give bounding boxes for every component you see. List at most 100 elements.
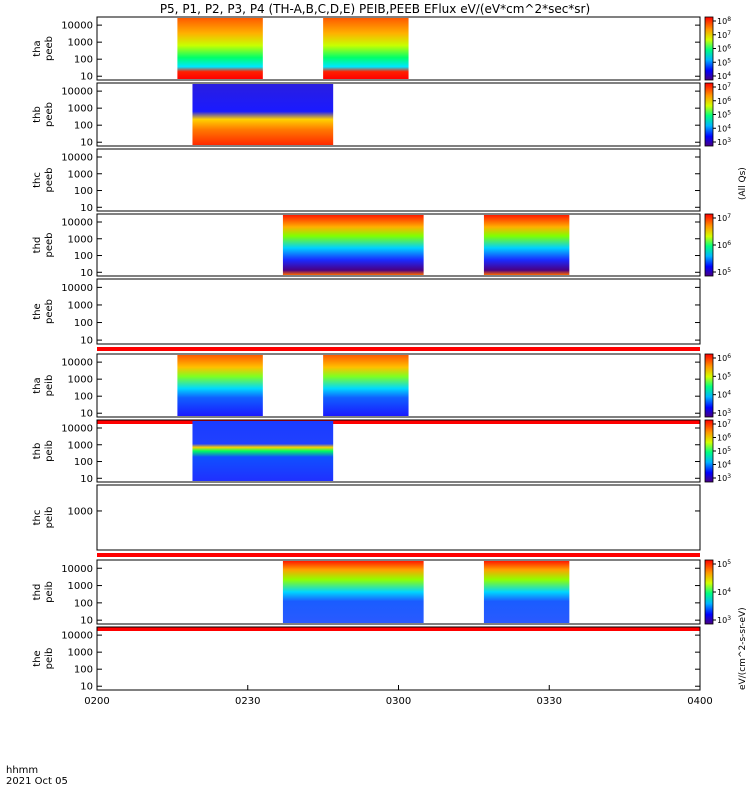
colorbar-quantity-label: (All Qs) [738,167,748,200]
colorbar-tick-label: 107 [717,30,731,40]
y-tick-label: 10000 [61,152,93,163]
colorbar-tick-label: 108 [717,16,731,26]
panel-probe-label: thc [32,510,43,526]
spectrogram-block [192,84,334,145]
spectrogram-block [282,215,424,275]
x-label-date: 2021 Oct 05 [6,776,68,787]
panel-probe-label: thb [32,106,43,123]
colorbar-tick-label: 104 [717,390,731,400]
x-tick-label: 0230 [235,696,260,707]
colorbar-unit-label: eV/(cm^2-s-sr-eV) [738,607,748,690]
spectrogram-block [282,561,424,623]
colorbar-tick-label: 103 [717,137,731,147]
y-tick-label: 10 [80,474,93,485]
y-tick-label: 10000 [61,631,93,642]
y-tick-label: 10 [80,409,93,420]
colorbar-tick-label: 103 [717,408,731,418]
panel-species-label: peeb [44,36,55,61]
y-tick-label: 100 [74,55,93,66]
x-tick-label: 0330 [537,696,562,707]
colorbar-tick-label: 106 [717,353,731,363]
y-tick-label: 100 [74,665,93,676]
data-layer [177,18,570,623]
y-tick-label: 10000 [61,564,93,575]
separator-band [97,347,700,351]
y-tick-label: 100 [74,186,93,197]
panel-probe-label: thd [32,237,43,254]
panel-species-label: peib [44,648,55,670]
panel-species-label: peeb [44,299,55,324]
colorbar-tick-label: 104 [717,587,731,597]
spectrogram-block [483,215,570,275]
y-tick-label: 1000 [68,104,93,115]
x-tick-label: 0400 [687,696,712,707]
panel-probe-label: tha [32,40,43,56]
colorbar-tick-label: 104 [717,71,731,81]
y-tick-label: 10000 [61,283,93,294]
y-tick-label: 1000 [68,169,93,180]
y-tick-label: 10 [80,72,93,83]
panel-species-label: peib [44,440,55,462]
colorbar-tick-label: 107 [717,82,731,92]
y-tick-label: 100 [74,318,93,329]
y-tick-label: 1000 [68,581,93,592]
y-tick-label: 100 [74,251,93,262]
y-tick-label: 1000 [68,234,93,245]
y-tick-label: 10 [80,268,93,279]
y-tick-label: 1000 [68,38,93,49]
y-tick-label: 10 [80,616,93,627]
panel-species-label: peib [44,507,55,529]
colorbar-tick-label: 107 [717,419,731,429]
separator-band [97,420,700,424]
y-tick-label: 100 [74,392,93,403]
colorbar-tick-label: 105 [717,446,731,456]
panel-frame [96,82,701,147]
panel-frame [96,559,701,625]
spectrogram-block [483,561,570,623]
x-tick-label: 0200 [84,696,109,707]
y-tick-label: 10 [80,682,93,693]
panel-frame [96,148,701,212]
y-tick-label: 10000 [61,423,93,434]
colorbar [704,353,714,418]
colorbar-tick-label: 103 [717,473,731,483]
colorbar-tick-label: 105 [717,371,731,381]
panel-probe-label: thb [32,443,43,460]
panel-probe-label: thc [32,172,43,188]
panel-frame [96,353,701,418]
colorbar-tick-label: 106 [717,433,731,443]
colorbars-group: 1081071061051041071061051041031071061051… [704,16,731,625]
panel-frame [96,16,701,81]
y-tick-label: 1000 [68,648,93,659]
panel-frame [96,278,701,345]
y-tick-label: 100 [74,121,93,132]
x-tick-label: 0300 [386,696,411,707]
y-tick-label: 1000 [68,440,93,451]
x-axis-ticks: 0200 0230 0300 0330 0400 [84,685,713,707]
panel-probe-label: the [32,303,43,319]
panel-probe-label: the [32,650,43,666]
y-tick-label: 10000 [61,21,93,32]
panel-species-label: peib [44,375,55,397]
y-tick-label: 10000 [61,217,93,228]
spectrogram-block [323,18,409,79]
colorbar-tick-label: 105 [717,267,731,277]
colorbar [704,16,714,81]
colorbar-tick-label: 104 [717,123,731,133]
panel-frame [96,626,701,691]
x-label-hhmm: hhmm [6,765,38,776]
spectrogram-block [177,18,263,79]
colorbar-tick-label: 105 [717,57,731,67]
colorbar-tick-label: 103 [717,615,731,625]
panel-frame [96,484,701,551]
colorbar [704,82,714,147]
colorbar-tick-label: 105 [717,110,731,120]
separator-band [97,553,700,557]
panel-frame [96,419,701,483]
figure-title: P5, P1, P2, P3, P4 (TH-A,B,C,D,E) PEIB,P… [160,2,590,16]
y-tick-label: 10 [80,336,93,347]
colorbar [704,213,714,277]
y-tick-label: 10 [80,203,93,214]
colorbar-tick-label: 105 [717,559,731,569]
